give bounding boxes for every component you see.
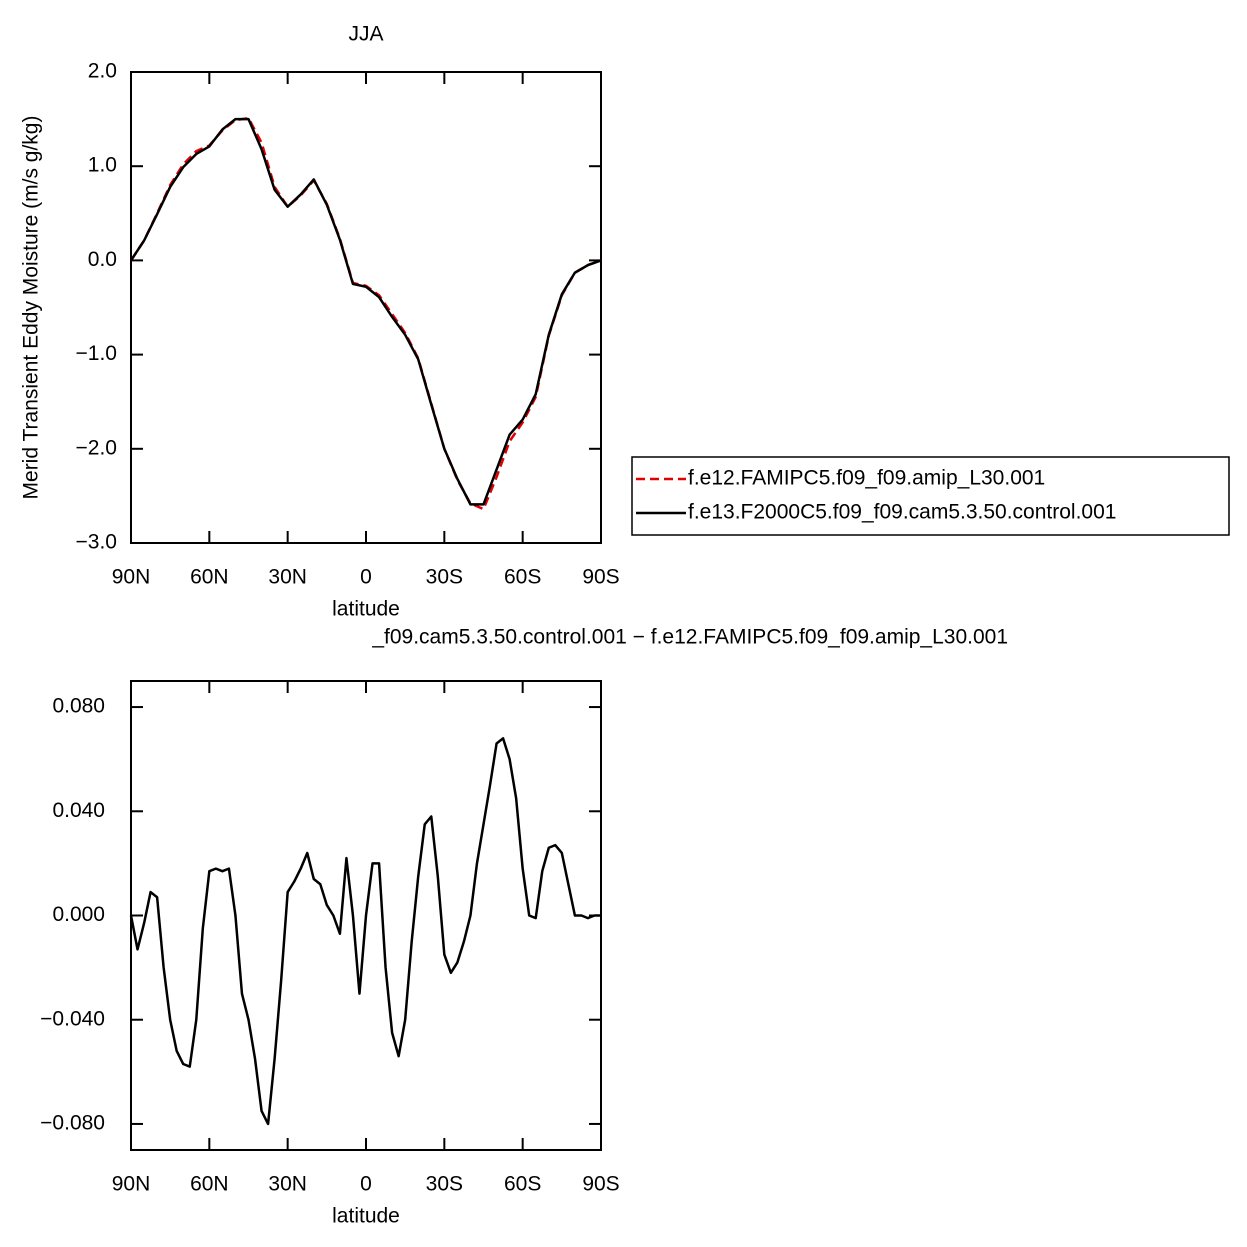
x-tick-label: 60S	[504, 566, 541, 589]
y-tick-label: −2.0	[76, 436, 117, 459]
y-tick-label: 0.000	[52, 903, 105, 926]
chart-title: _f09.cam5.3.50.control.001 − f.e12.FAMIP…	[371, 626, 1008, 649]
y-tick-label: −0.080	[40, 1111, 105, 1134]
legend-label: f.e13.F2000C5.f09_f09.cam5.3.50.control.…	[688, 501, 1116, 524]
x-tick-label: 90S	[582, 566, 619, 589]
y-tick-label: 1.0	[88, 154, 117, 177]
x-axis-label: latitude	[332, 1205, 400, 1228]
x-tick-label: 30S	[426, 566, 463, 589]
y-tick-label: −1.0	[76, 342, 117, 365]
chart-title: JJA	[348, 23, 383, 46]
x-tick-label: 90N	[112, 566, 151, 589]
plot-frame	[130, 71, 602, 544]
x-tick-label: 90S	[582, 1173, 619, 1196]
y-axis-label: Merid Transient Eddy Moisture (m/s g/kg)	[20, 116, 43, 500]
y-tick-label: 0.080	[52, 695, 105, 718]
data-line	[129, 116, 602, 511]
x-tick-label: 0	[360, 1173, 372, 1196]
y-tick-label: −3.0	[76, 531, 117, 554]
x-axis-label: latitude	[332, 598, 400, 621]
x-tick-label: 0	[360, 566, 372, 589]
x-tick-label: 90N	[112, 1173, 151, 1196]
x-tick-label: 30N	[268, 1173, 307, 1196]
y-tick-label: 2.0	[88, 60, 117, 83]
data-line	[129, 737, 601, 1126]
y-tick-label: −0.040	[40, 1007, 105, 1030]
x-tick-label: 60N	[190, 1173, 229, 1196]
x-tick-label: 30N	[268, 566, 307, 589]
legend-box	[631, 456, 1230, 536]
x-tick-label: 60S	[504, 1173, 541, 1196]
x-tick-label: 60N	[190, 566, 229, 589]
legend-label: f.e12.FAMIPC5.f09_f09.amip_L30.001	[688, 467, 1045, 490]
y-tick-label: 0.040	[52, 799, 105, 822]
y-tick-label: 0.0	[88, 248, 117, 271]
x-tick-label: 30S	[426, 1173, 463, 1196]
data-line	[129, 117, 602, 506]
